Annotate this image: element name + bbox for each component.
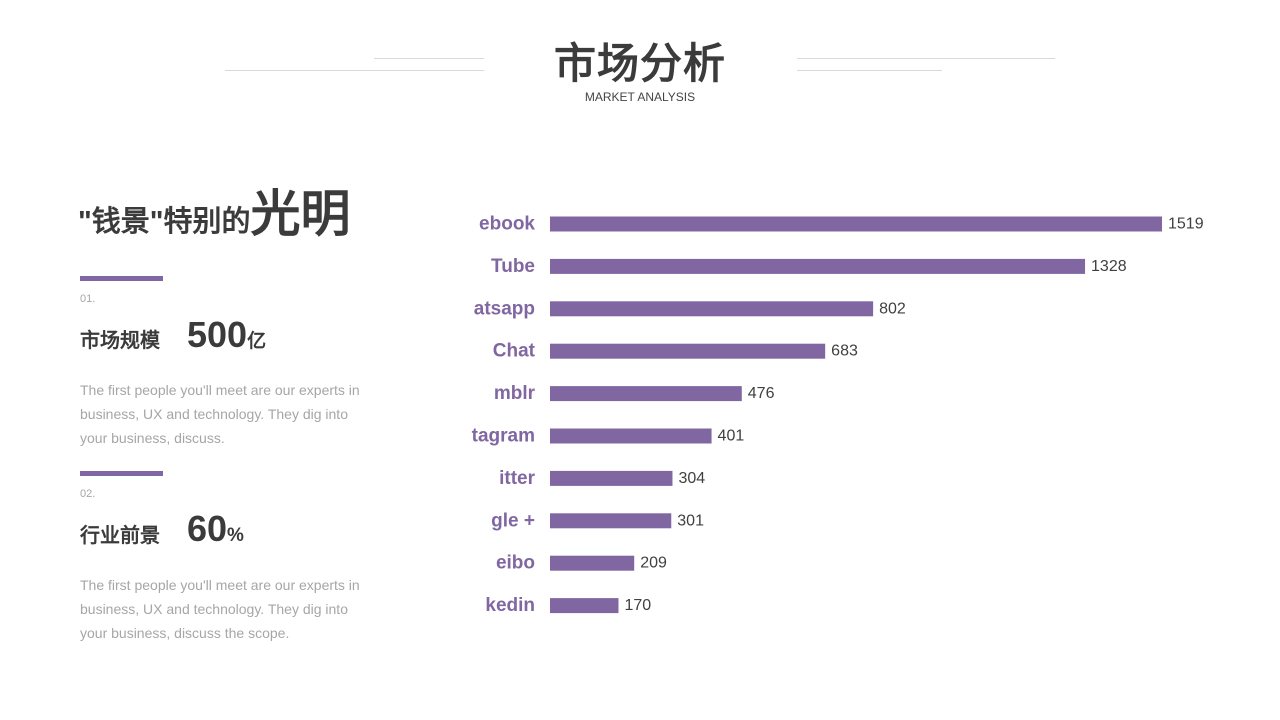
bar [550,470,673,486]
item-1-description: The first people you'll meet are our exp… [80,382,360,446]
item-1-number: 01. [80,293,96,305]
item-1-value-unit: 亿 [247,331,267,352]
bar [550,216,1162,232]
header-rule-right-bottom [797,70,942,71]
bar [550,555,635,571]
bar [550,343,826,359]
value-label: 1519 [1168,216,1204,233]
item-2-label: 行业前景 [80,525,160,547]
value-label: 304 [678,470,705,487]
item-2-description: The first people you'll meet are our exp… [80,577,360,641]
bar [550,428,712,444]
item-2-number: 02. [80,488,96,500]
header-rule-right-top [797,58,1055,59]
page-title: 市场分析 [553,40,726,87]
value-label: 401 [718,428,745,445]
value-label: 1328 [1091,258,1127,275]
category-label: itter [499,468,536,489]
item-2-value-number: 60 [187,508,228,549]
category-label: kedin [485,595,535,616]
bar [550,258,1086,274]
item-1-accent-bar [80,276,163,281]
item-2-value: 60% [187,508,244,550]
item-2-value-unit: % [227,525,244,546]
category-label: tagram [472,426,535,447]
category-label: Chat [493,341,536,362]
value-label: 802 [879,300,906,317]
bar [550,513,672,529]
value-label: 170 [624,597,651,614]
bar [550,598,619,614]
page-subtitle: MARKET ANALYSIS [584,90,696,104]
bar-chart: ebook 1519 Tube 1328 atsapp 802 Chat 683 mblr 476… [472,214,1204,617]
category-label: gle + [491,510,535,531]
headline: "钱景"特别的光明 [78,174,351,246]
bar [550,301,874,317]
item-2-accent-bar [80,471,163,476]
item-1-label: 市场规模 [80,330,160,352]
item-1-value-number: 500 [187,314,248,355]
value-label: 683 [831,343,858,360]
value-label: 209 [640,555,667,572]
header-rule-left-top [374,58,484,59]
category-label: ebook [479,214,535,235]
item-1-value: 500亿 [187,314,266,356]
header-rule-left-bottom [225,70,484,71]
category-label: mblr [494,383,536,404]
value-label: 476 [748,385,775,402]
category-label: atsapp [474,298,535,319]
headline-small: "钱景"特别的 [78,206,251,238]
category-label: eibo [496,553,535,574]
value-label: 301 [677,512,704,529]
category-label: Tube [491,256,535,277]
bar [550,386,742,402]
headline-big: 光明 [250,186,351,242]
